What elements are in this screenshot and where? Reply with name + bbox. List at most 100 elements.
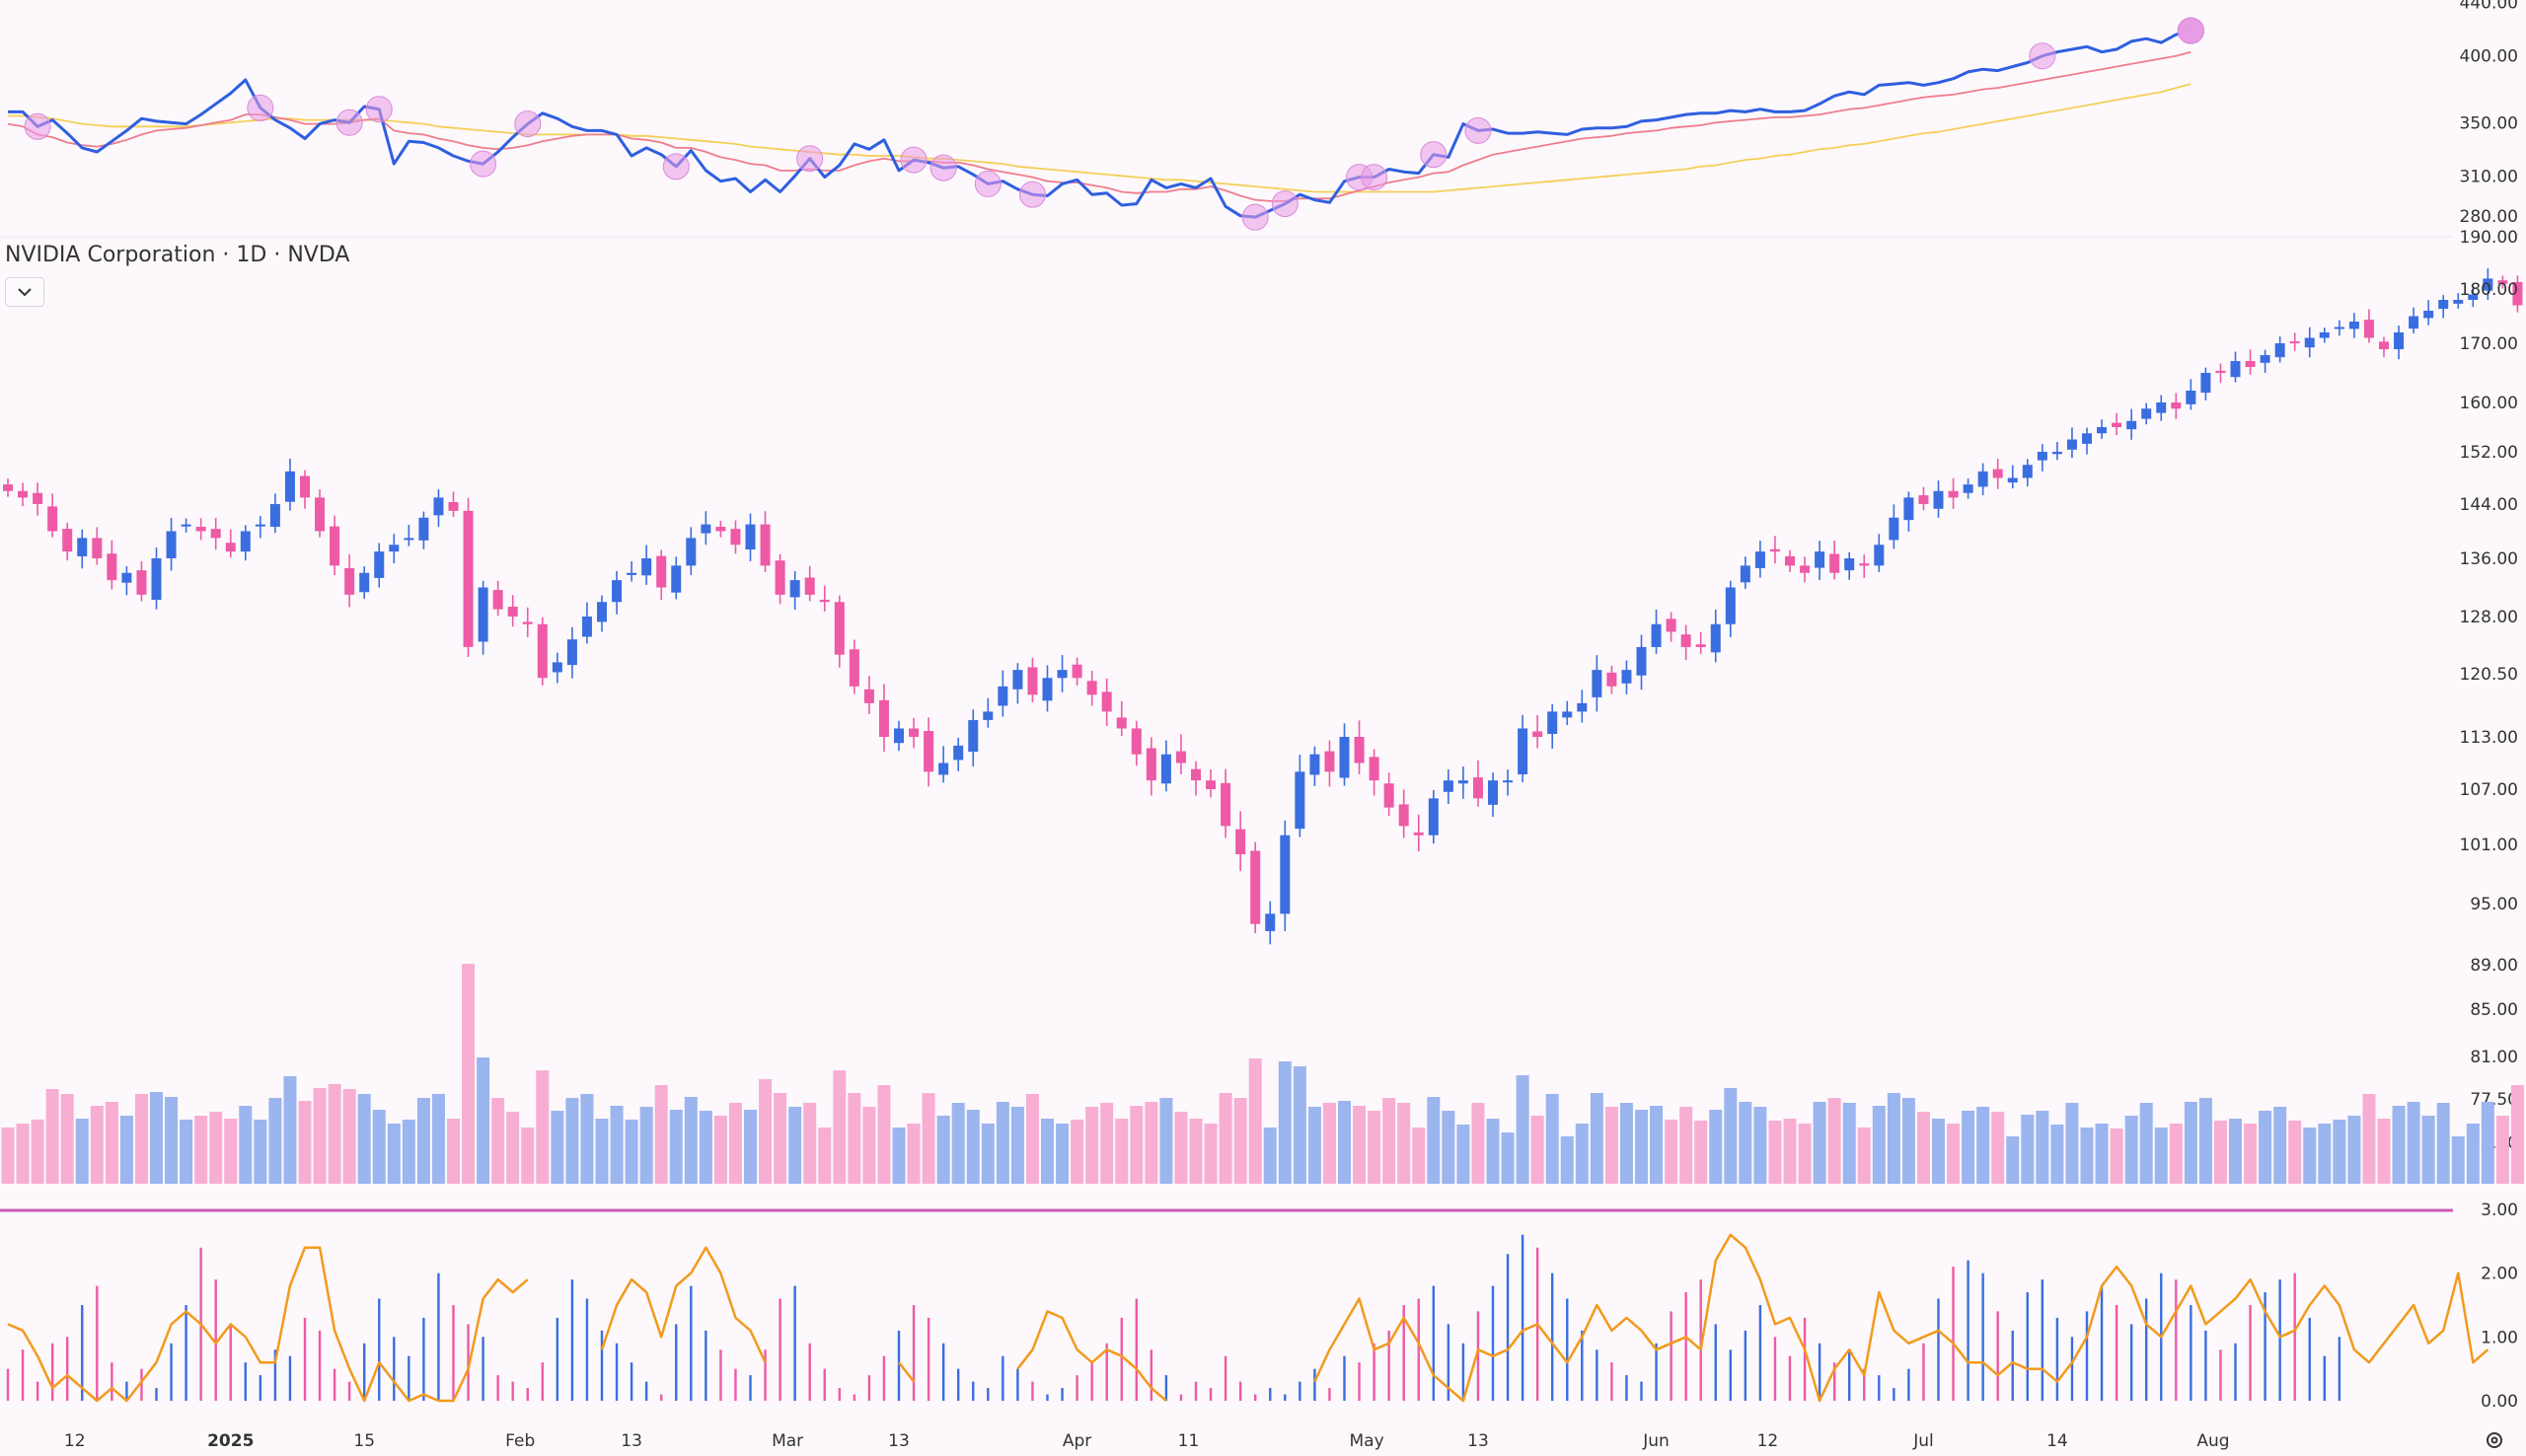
price-y-tick-label: 136.00 <box>2460 549 2518 569</box>
volume-bar <box>224 1119 238 1184</box>
volume-bar <box>1 1128 15 1184</box>
candle-body <box>2126 420 2137 430</box>
candle-body <box>3 484 13 491</box>
candle-body <box>47 506 58 532</box>
volume-bar <box>1397 1103 1411 1184</box>
candle-body <box>18 490 29 498</box>
price-y-tick-label: 152.00 <box>2460 443 2518 463</box>
candle-body <box>2363 320 2374 338</box>
volume-bar <box>1976 1107 1990 1184</box>
settings-button[interactable] <box>2481 1426 2508 1454</box>
volume-bar <box>1947 1124 1961 1184</box>
x-tick-label: 12 <box>64 1431 86 1451</box>
volume-bar <box>728 1103 742 1184</box>
volume-bar <box>1857 1128 1871 1184</box>
x-tick-label: Feb <box>505 1431 535 1451</box>
volume-bar <box>1456 1125 1470 1184</box>
volume-bar <box>1887 1093 1900 1184</box>
candle-body <box>775 560 785 595</box>
candle-body <box>1012 670 1023 690</box>
rs-marker <box>1018 181 1046 208</box>
candle-body <box>581 617 592 637</box>
candle-body <box>1740 565 1750 583</box>
volume-bar <box>1872 1106 1886 1184</box>
rs-marker <box>974 170 1002 197</box>
candle-body <box>641 558 652 576</box>
rs-marker <box>1361 164 1388 191</box>
volume-bar <box>2481 1102 2494 1184</box>
volume-bar <box>402 1120 415 1184</box>
candle-body <box>1503 780 1514 783</box>
candle-body <box>2200 373 2211 394</box>
volume-bar <box>357 1094 371 1184</box>
volume-bar <box>2213 1121 2227 1184</box>
volume-bar <box>2451 1136 2465 1184</box>
volume-bar <box>1753 1107 1767 1184</box>
candle-body <box>1666 619 1676 632</box>
candle-body <box>2082 433 2092 444</box>
volume-bar <box>1219 1093 1232 1184</box>
volume-bar <box>1293 1066 1306 1184</box>
candle-body <box>2230 361 2241 378</box>
volume-bar <box>1501 1132 1515 1184</box>
x-tick-label: 13 <box>888 1431 910 1451</box>
candle-body <box>315 497 326 532</box>
volume-bar <box>2065 1103 2079 1184</box>
candle-body <box>597 602 607 622</box>
price-panel: 190.00 180.00 170.00 160.00 152.00 144.00 136.… <box>3 228 2523 1153</box>
candle-body <box>1309 754 1320 775</box>
x-tick-label: Mar <box>772 1431 803 1451</box>
candle-body <box>522 621 533 624</box>
candle-body <box>1235 829 1246 854</box>
x-tick-label: May <box>1349 1431 1383 1451</box>
x-tick-label: 15 <box>353 1431 375 1451</box>
candle-body <box>701 524 711 534</box>
volume-bar <box>877 1085 891 1184</box>
volume-bar <box>283 1076 297 1184</box>
candle-body <box>2423 311 2434 319</box>
volume-bar <box>239 1106 253 1184</box>
candle-body <box>151 558 162 601</box>
candle-body <box>1086 681 1097 695</box>
oscillator-line <box>1313 1233 2489 1403</box>
symbol-title: NVIDIA Corporation · 1D · NVDA <box>5 243 350 267</box>
candle-body <box>1948 490 1959 498</box>
volume-bar <box>1085 1107 1099 1184</box>
x-tick-label: Apr <box>1063 1431 1091 1451</box>
collapse-button[interactable] <box>5 277 44 307</box>
candle-body <box>2379 341 2389 349</box>
volume-bar <box>1071 1120 1084 1184</box>
price-y-tick-label: 85.00 <box>2470 1000 2518 1020</box>
candle-body <box>2497 280 2508 284</box>
candle-body <box>656 555 667 588</box>
volume-bar <box>713 1116 727 1184</box>
candle-body <box>240 531 251 552</box>
volume-bar <box>699 1111 712 1184</box>
rs-marker <box>365 96 393 123</box>
candle-body <box>404 538 414 541</box>
volume-bar <box>2318 1124 2332 1184</box>
price-y-tick-label: 180.00 <box>2460 280 2518 300</box>
candle-body <box>359 572 370 593</box>
volume-bar <box>1056 1124 1070 1184</box>
top-y-tick-label: 310.00 <box>2460 167 2518 186</box>
candle-body <box>2334 327 2344 329</box>
volume-bar <box>342 1089 356 1184</box>
candle-body <box>804 577 815 595</box>
volume-bar <box>447 1119 460 1184</box>
volume-bar <box>1145 1102 1158 1184</box>
candle-body <box>255 524 265 527</box>
osc-y-tick-label: 0.00 <box>2481 1392 2518 1412</box>
candle-body <box>1859 563 1870 566</box>
volume-bar <box>1516 1075 1529 1184</box>
price-y-tick-label: 107.00 <box>2460 780 2518 800</box>
candle-body <box>492 590 503 610</box>
volume-bar <box>1041 1119 1054 1184</box>
volume-bar <box>1248 1058 1262 1184</box>
candle-body <box>2319 332 2330 338</box>
candle-body <box>507 607 518 617</box>
candle-body <box>1918 495 1929 504</box>
candle-body <box>2453 300 2464 304</box>
volume-bar <box>1650 1106 1664 1184</box>
